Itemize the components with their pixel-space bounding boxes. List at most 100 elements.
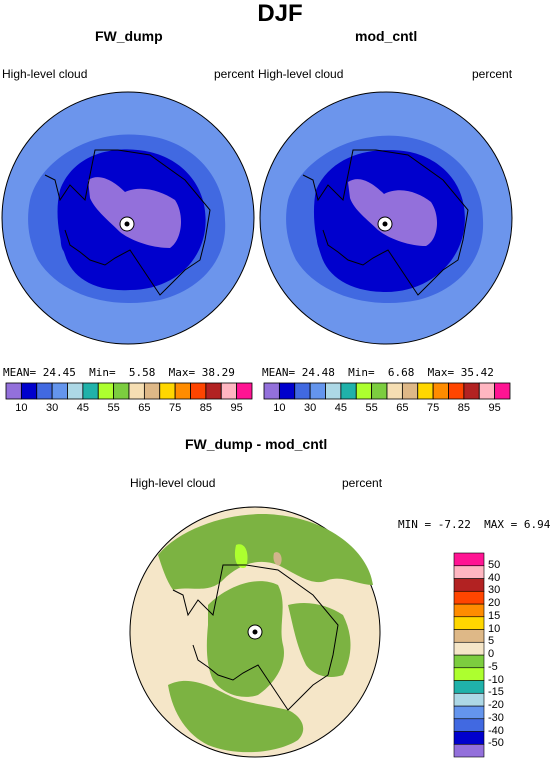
- colorbar-labels-fw-dump: 10 30 45 55 65 75 85 95: [6, 402, 252, 416]
- colorbar-swatch: [453, 654, 485, 669]
- colorbar-tick-label: 65: [138, 402, 151, 414]
- colorbar-mod-cntl: [263, 382, 511, 400]
- figure-title: DJF: [257, 0, 303, 27]
- colorbar-tick-label: 95: [230, 402, 243, 414]
- colorbar-swatch: [453, 731, 485, 745]
- colorbar-tick-label: 45: [334, 402, 347, 414]
- colorbar-swatch: [278, 382, 296, 400]
- polar-map-mod-cntl: [259, 91, 513, 345]
- colorbar-swatch: [453, 565, 485, 579]
- colorbar-tick-label: -15: [488, 686, 504, 699]
- colorbar-tick-label: 20: [488, 597, 501, 609]
- colorbar-tick-label: 50: [488, 558, 501, 571]
- colorbar-swatch: [453, 641, 485, 656]
- colorbar-tick-label: 30: [304, 402, 317, 414]
- colorbar-swatch: [67, 382, 84, 400]
- colorbar-swatch: [113, 382, 130, 400]
- stats-diff: MIN = -7.22 MAX = 6.94: [398, 518, 551, 531]
- colorbar-tick-label: 5: [488, 635, 495, 648]
- colorbar-swatch: [453, 692, 485, 707]
- colorbar-swatch: [453, 705, 485, 720]
- colorbar-swatch: [82, 382, 99, 400]
- colorbar-swatch: [20, 382, 38, 400]
- colorbar-swatch: [453, 552, 485, 567]
- colorbar-tick-label: 75: [427, 402, 440, 414]
- colorbar-tick-label: 85: [457, 402, 470, 414]
- colorbar-tick-label: 85: [199, 402, 212, 414]
- colorbar-swatch: [143, 382, 161, 400]
- colorbar-tick-label: 55: [107, 402, 120, 414]
- panel-left-label-diff: High-level cloud: [130, 476, 216, 490]
- stats-mod-cntl: MEAN= 24.48 Min= 6.68 Max= 35.42: [262, 366, 494, 379]
- colorbar-tick-label: 65: [396, 402, 409, 414]
- dark-blue-lobe: [316, 228, 333, 254]
- colorbar-swatch: [174, 382, 191, 400]
- colorbar-swatch: [128, 382, 145, 400]
- colorbar-tick-label: 75: [169, 402, 182, 414]
- green-central-region: [206, 581, 284, 697]
- panel-right-label-mod-cntl: percent: [472, 67, 513, 81]
- dark-blue-lobe: [60, 228, 75, 254]
- colorbar-swatch: [478, 382, 496, 400]
- colorbar-swatch: [190, 382, 207, 400]
- colorbar-labels-mod-cntl: 10 30 45 55 65 75 85 95: [264, 402, 510, 416]
- colorbar-tick-label: 0: [488, 648, 495, 660]
- colorbar-tick-label: 30: [488, 584, 501, 597]
- panel-right-label-fw-dump: percent: [214, 67, 255, 81]
- colorbar-swatch: [294, 382, 311, 400]
- colorbar-swatch: [453, 680, 485, 694]
- colorbar-tick-label: 15: [488, 609, 501, 622]
- colorbar-swatch: [401, 382, 419, 400]
- colorbar-tick-label: 30: [46, 402, 59, 414]
- purple-region: [88, 177, 182, 248]
- coastline: [44, 149, 211, 296]
- colorbar-swatch: [453, 603, 485, 618]
- colorbar-swatch: [453, 616, 485, 630]
- colorbar-tick-label: 40: [488, 571, 501, 584]
- panel-left-label-fw-dump: High-level cloud: [2, 67, 88, 81]
- colorbar-tick-label: -30: [488, 711, 504, 724]
- colorbar-swatch: [432, 382, 449, 400]
- colorbar-swatch: [453, 718, 485, 732]
- coastline: [302, 149, 469, 296]
- colorbar-tick-label: -5: [488, 660, 498, 673]
- colorbar-swatch: [159, 382, 176, 400]
- colorbar-swatch: [355, 382, 373, 400]
- panel-title-fw-dump: FW_dump: [95, 28, 163, 44]
- polar-map-fw-dump: [1, 91, 255, 345]
- colorbar-tick-label: -40: [488, 724, 504, 737]
- colorbar-tick-label: 55: [365, 402, 378, 414]
- purple-region: [348, 179, 438, 246]
- colorbar-diff: [453, 552, 485, 758]
- panel-title-diff: FW_dump - mod_cntl: [185, 436, 328, 452]
- colorbar-swatch: [97, 382, 115, 400]
- panel-title-mod-cntl: mod_cntl: [355, 28, 418, 44]
- panel-left-label-mod-cntl: High-level cloud: [258, 67, 344, 81]
- colorbar-tick-label: 10: [15, 402, 28, 414]
- colorbar-swatch: [340, 382, 357, 400]
- colorbar-swatch: [448, 382, 465, 400]
- colorbar-swatch: [325, 382, 342, 400]
- colorbar-labels-diff: 50 40 30 20 15 10 5 0 -5 -10 -15 -20 -30 -40 -50: [488, 553, 548, 757]
- colorbar-swatch: [236, 382, 253, 400]
- colorbar-swatch: [220, 382, 238, 400]
- panel-right-label-diff: percent: [342, 476, 383, 490]
- colorbar-swatch: [51, 382, 68, 400]
- colorbar-tick-label: 10: [273, 402, 286, 414]
- colorbar-fw-dump: [5, 382, 253, 400]
- colorbar-swatch: [463, 382, 480, 400]
- coastline: [172, 564, 339, 711]
- colorbar-tick-label: -10: [488, 673, 504, 686]
- colorbar-swatch: [205, 382, 222, 400]
- colorbar-tick-label: 10: [488, 622, 501, 635]
- colorbar-tick-label: 95: [488, 402, 501, 414]
- colorbar-swatch: [371, 382, 388, 400]
- colorbar-tick-label: -50: [488, 737, 504, 750]
- light-green-patch: [234, 544, 248, 569]
- colorbar-swatch: [494, 382, 511, 400]
- colorbar-tick-label: 45: [76, 402, 89, 414]
- colorbar-swatch: [453, 667, 485, 681]
- colorbar-swatch: [5, 382, 22, 400]
- colorbar-swatch: [36, 382, 53, 400]
- brown-patch: [273, 552, 282, 566]
